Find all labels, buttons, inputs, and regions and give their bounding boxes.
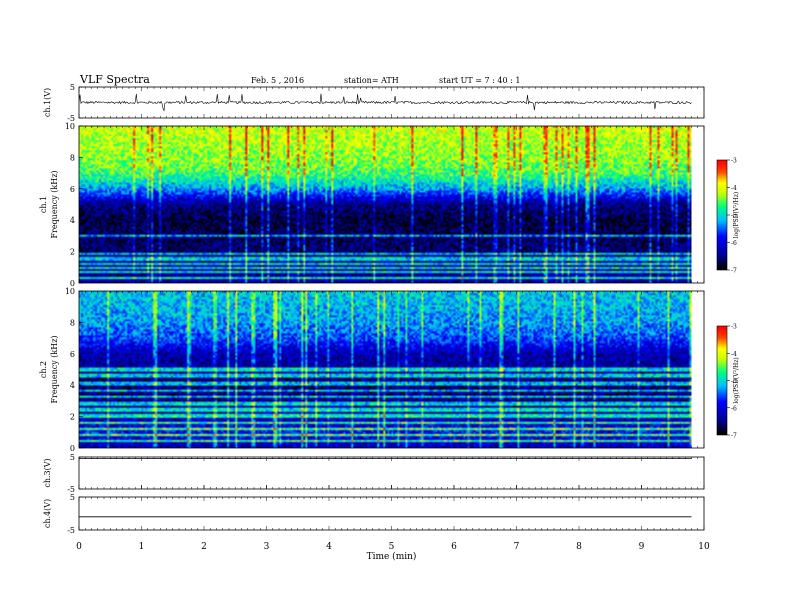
y-tick-label: 2	[70, 413, 75, 422]
y-tick-label: 5	[70, 83, 75, 92]
x-tick-label: 4	[326, 542, 332, 552]
panel-ch4-waveform	[78, 496, 705, 531]
y-tick-label: 5	[70, 493, 75, 502]
y-tick-label: 6	[70, 185, 75, 194]
date-label: Feb. 5 , 2016	[251, 76, 305, 85]
panel-frame	[78, 496, 705, 531]
ylabel-ch4-waveform: ch.4(V)	[43, 499, 52, 528]
spectrogram-image	[79, 126, 692, 283]
colorbar-tick-label: -5	[731, 378, 737, 385]
colorbar-tick-label: -5	[731, 213, 737, 220]
x-tick-label: 2	[201, 542, 207, 552]
y-tick-label: 8	[70, 318, 75, 327]
panel-ch1-spectrogram	[78, 125, 730, 284]
panel-ch3-waveform	[78, 456, 705, 490]
colorbar-label: log(PSD(V²/Hz)	[733, 357, 740, 404]
plot-area	[78, 86, 730, 531]
colorbar	[717, 326, 727, 435]
x-tick-label: 1	[139, 542, 145, 552]
y-tick-label: -5	[67, 526, 75, 535]
panel-ch1-waveform	[78, 86, 705, 119]
ylabel-channel: ch.1	[39, 196, 48, 213]
y-tick-label: 4	[70, 216, 75, 225]
y-tick-label: 0	[70, 444, 75, 453]
start-time-label: start UT = 7 : 40 : 1	[439, 76, 521, 85]
x-tick-label: 0	[76, 542, 82, 552]
panel-ch2-spectrogram	[78, 290, 730, 449]
ylabel-ch1-waveform: ch.1(V)	[43, 88, 52, 117]
colorbar-label: log(PSD(V²/Hz)	[733, 192, 740, 239]
y-tick-label: 5	[70, 453, 75, 462]
colorbar-tick-label: -6	[731, 405, 737, 412]
x-tick-label: 8	[576, 542, 582, 552]
colorbar-tick-label: -3	[731, 158, 737, 165]
ylabel-frequency: Frequency (kHz)	[50, 170, 59, 238]
colorbar-tick-label: -7	[731, 268, 737, 275]
colorbar-tick-label: -4	[731, 351, 737, 358]
figure-title: VLF Spectra	[80, 73, 150, 86]
colorbar-tick-label: -6	[731, 240, 737, 247]
x-axis-label: Time (min)	[367, 551, 417, 562]
y-tick-label: -5	[67, 114, 75, 123]
x-tick-label: 9	[639, 542, 645, 552]
y-tick-label: 0	[70, 279, 75, 288]
ch1-trace	[78, 93, 692, 112]
panel-frame	[78, 456, 705, 490]
x-tick-label: 3	[264, 542, 270, 552]
panel-frame	[78, 86, 705, 119]
colorbar-tick-label: -4	[731, 185, 737, 192]
colorbar	[717, 160, 727, 270]
y-tick-label: 4	[70, 381, 75, 390]
x-tick-label: 5	[389, 542, 395, 552]
y-tick-label: 2	[70, 248, 75, 257]
y-tick-label: -5	[67, 485, 75, 494]
ylabel-ch3-waveform: ch.3(V)	[43, 458, 52, 487]
y-tick-label: 10	[65, 287, 75, 296]
ylabel-channel: ch.2	[39, 361, 48, 378]
y-tick-label: 6	[70, 350, 75, 359]
axis-labels: 5-5ch.1(V)-3-4-5-6-7log(PSD(V²/Hz)024681…	[39, 83, 740, 562]
ylabel-frequency: Frequency (kHz)	[50, 335, 59, 403]
x-tick-label: 6	[451, 542, 457, 552]
y-tick-label: 10	[65, 122, 75, 131]
colorbar-tick-label: -7	[731, 433, 737, 440]
spectrogram-image	[79, 291, 692, 448]
x-tick-label: 7	[514, 542, 520, 552]
colorbar-tick-label: -3	[731, 324, 737, 331]
y-tick-label: 8	[70, 153, 75, 162]
station-label: station= ATH	[344, 76, 399, 85]
x-tick-label: 10	[698, 542, 710, 552]
